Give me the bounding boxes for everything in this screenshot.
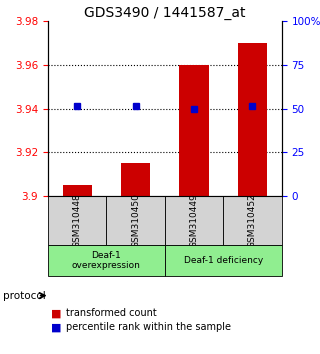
Bar: [63, 185, 92, 196]
Bar: [180, 65, 209, 196]
Text: GSM310452: GSM310452: [248, 193, 257, 248]
Text: Deaf-1 deficiency: Deaf-1 deficiency: [184, 256, 263, 265]
Text: GSM310448: GSM310448: [73, 193, 82, 248]
Bar: [238, 43, 267, 196]
Bar: [48, 245, 165, 276]
Text: protocol: protocol: [3, 291, 46, 301]
Bar: [165, 245, 282, 276]
Text: GSM310450: GSM310450: [131, 193, 140, 248]
Bar: [48, 196, 106, 245]
Bar: [223, 196, 282, 245]
Bar: [106, 196, 165, 245]
Text: ■: ■: [51, 322, 62, 332]
Title: GDS3490 / 1441587_at: GDS3490 / 1441587_at: [84, 6, 245, 20]
Text: ■: ■: [51, 308, 62, 318]
Bar: [121, 163, 150, 196]
Text: GSM310449: GSM310449: [189, 193, 198, 248]
Text: transformed count: transformed count: [66, 308, 156, 318]
Bar: [165, 196, 223, 245]
Text: percentile rank within the sample: percentile rank within the sample: [66, 322, 231, 332]
Text: Deaf-1
overexpression: Deaf-1 overexpression: [72, 251, 141, 270]
